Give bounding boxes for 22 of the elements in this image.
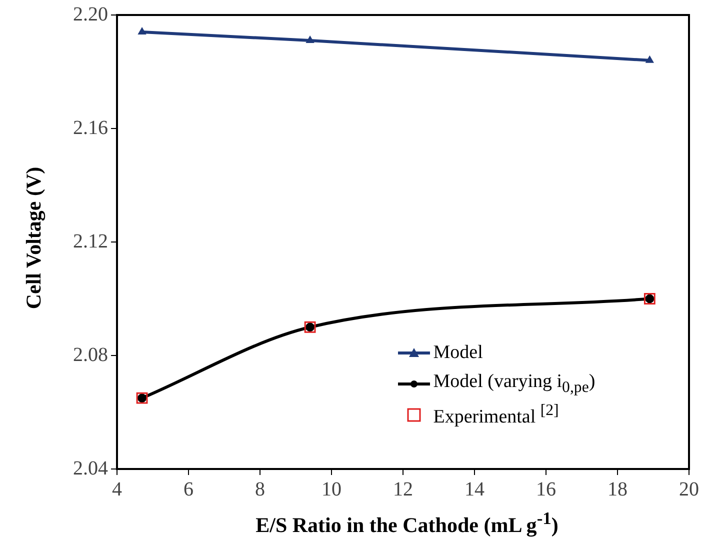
y-tick-label: 2.12 xyxy=(73,230,108,252)
x-tick-label: 18 xyxy=(608,478,628,500)
point xyxy=(306,36,314,44)
x-tick-label: 16 xyxy=(536,478,556,500)
legend-label: Model (varying i$_{0,pe}$) xyxy=(433,370,596,397)
x-tick-label: 6 xyxy=(184,478,194,500)
x-tick-label: 14 xyxy=(464,478,484,500)
x-tick-label: 8 xyxy=(255,478,265,500)
y-axis-title: Cell Voltage (V) xyxy=(22,166,46,310)
x-axis-title: E/S Ratio in the Cathode (mL g$^{-1}$) xyxy=(254,508,560,538)
y-tick-label: 2.04 xyxy=(73,457,108,480)
y-tick-label: 2.08 xyxy=(73,344,108,366)
legend-label: Model xyxy=(433,342,483,364)
y-tick-label: 2.16 xyxy=(73,116,108,139)
point xyxy=(138,28,146,35)
x-tick-label: 20 xyxy=(679,478,699,500)
legend-label: Experimental $^{[2]}$ xyxy=(433,402,559,428)
y-tick-label: 2.20 xyxy=(73,3,108,26)
x-tick-label: 10 xyxy=(322,478,342,500)
x-tick-label: 12 xyxy=(393,478,413,500)
point xyxy=(646,56,654,63)
x-tick-label: 4 xyxy=(112,478,122,500)
